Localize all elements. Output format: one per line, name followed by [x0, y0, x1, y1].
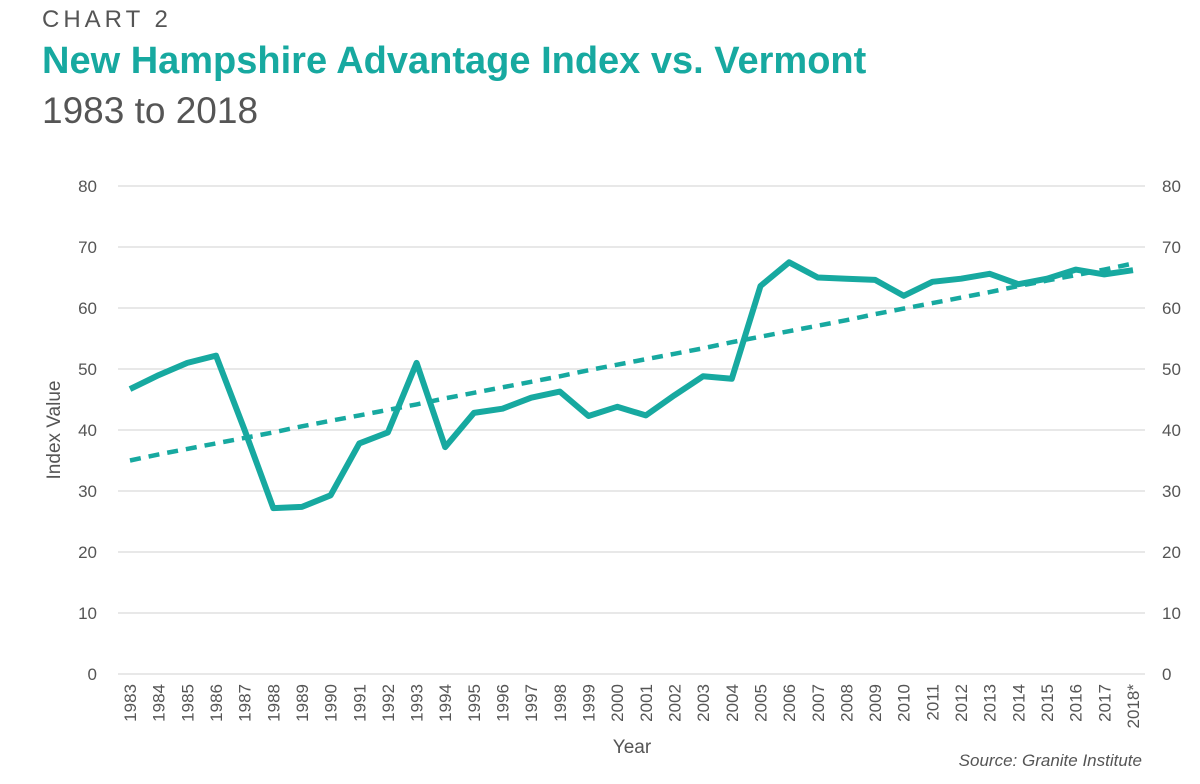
x-tick-label: 1994 [436, 684, 455, 722]
y2-tick-label: 20 [1162, 543, 1181, 562]
y-tick-label: 60 [78, 299, 97, 318]
y2-tick-label: 30 [1162, 482, 1181, 501]
x-tick-label: 1992 [379, 684, 398, 722]
y2-tick-label: 0 [1162, 665, 1171, 684]
x-tick-label: 1990 [322, 684, 341, 722]
x-tick-label: 2010 [895, 684, 914, 722]
y2-axis-ticks: 0 10 20 30 40 50 60 70 80 [1162, 177, 1181, 684]
x-tick-label: 2011 [923, 684, 942, 721]
x-tick-label: 2007 [809, 684, 828, 722]
x-tick-label: 2013 [981, 684, 1000, 722]
y2-tick-label: 60 [1162, 299, 1181, 318]
y-axis-ticks: 0 10 20 30 40 50 60 70 80 [78, 177, 97, 684]
x-tick-label: 1983 [121, 684, 140, 722]
x-tick-label: 1988 [264, 684, 283, 722]
y-tick-label: 40 [78, 421, 97, 440]
x-tick-label: 1989 [293, 684, 312, 722]
x-tick-label: 1995 [465, 684, 484, 722]
chart-kicker: CHART 2 [42, 6, 172, 33]
y2-tick-label: 10 [1162, 604, 1181, 623]
series [128, 259, 1134, 512]
y2-tick-label: 50 [1162, 360, 1181, 379]
x-tick-label: 2005 [751, 684, 770, 722]
y-tick-label: 70 [78, 238, 97, 257]
x-tick-label: 2017 [1095, 684, 1114, 722]
x-tick-label: 2008 [837, 684, 856, 722]
gridlines [118, 185, 1145, 675]
x-tick-label: 2002 [665, 684, 684, 722]
x-tick-label: 2006 [780, 684, 799, 722]
x-tick-label: 2001 [637, 684, 656, 722]
x-axis-label: Year [613, 737, 652, 758]
y2-tick-label: 70 [1162, 238, 1181, 257]
x-tick-label: 1984 [150, 684, 169, 722]
y-tick-label: 20 [78, 543, 97, 562]
y-tick-label: 10 [78, 604, 97, 623]
y2-tick-label: 80 [1162, 177, 1181, 196]
x-tick-label: 2018* [1124, 684, 1143, 729]
x-tick-label: 2003 [694, 684, 713, 722]
x-tick-label: 2016 [1067, 684, 1086, 722]
x-tick-label: 1996 [494, 684, 513, 722]
y-tick-label: 30 [78, 482, 97, 501]
x-tick-label: 1985 [178, 684, 197, 722]
x-tick-label: 1997 [522, 684, 541, 722]
y2-tick-label: 40 [1162, 421, 1181, 440]
x-tick-label: 2004 [723, 684, 742, 722]
x-tick-label: 2012 [952, 684, 971, 722]
x-tick-label: 2000 [608, 684, 627, 722]
chart-title: New Hampshire Advantage Index vs. Vermon… [42, 40, 867, 82]
x-tick-label: 1999 [580, 684, 599, 722]
series-line [128, 259, 1134, 512]
x-tick-label: 1991 [350, 684, 369, 722]
x-tick-label: 2014 [1009, 684, 1028, 722]
trend-line [129, 261, 1134, 463]
x-tick-label: 1986 [207, 684, 226, 722]
x-tick-label: 1998 [551, 684, 570, 722]
x-tick-label: 2009 [866, 684, 885, 722]
y-tick-label: 0 [88, 665, 97, 684]
x-tick-label: 1987 [236, 684, 255, 722]
y-axis-label: Index Value [44, 381, 65, 480]
y-tick-label: 80 [78, 177, 97, 196]
x-tick-label: 2015 [1038, 684, 1057, 722]
y-tick-label: 50 [78, 360, 97, 379]
source-note: Source: Granite Institute [958, 751, 1142, 770]
x-tick-label: 1993 [408, 684, 427, 722]
x-axis-ticks: 1983 1984 1985 1986 1987 1988 1989 1990 1991 1992… [121, 684, 1143, 729]
chart-subtitle: 1983 to 2018 [42, 90, 259, 131]
